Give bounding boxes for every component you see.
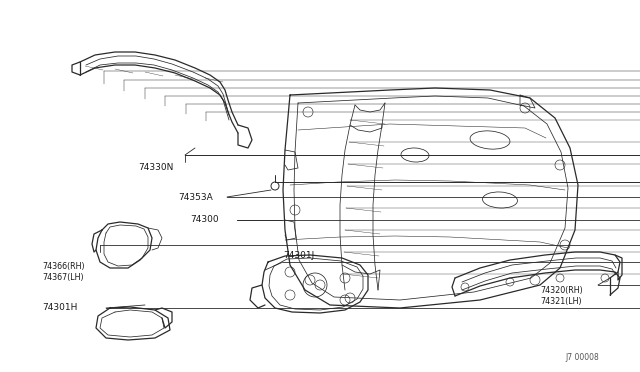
Text: 74301H: 74301H <box>42 304 77 312</box>
Text: J7 00008: J7 00008 <box>565 353 599 362</box>
Text: 74300: 74300 <box>190 215 219 224</box>
Text: 74353A: 74353A <box>178 192 212 202</box>
Text: 74366(RH)
74367(LH): 74366(RH) 74367(LH) <box>42 262 84 282</box>
Text: 74330N: 74330N <box>138 164 173 173</box>
Text: 74301J: 74301J <box>283 250 314 260</box>
Text: 74320(RH)
74321(LH): 74320(RH) 74321(LH) <box>540 286 583 306</box>
